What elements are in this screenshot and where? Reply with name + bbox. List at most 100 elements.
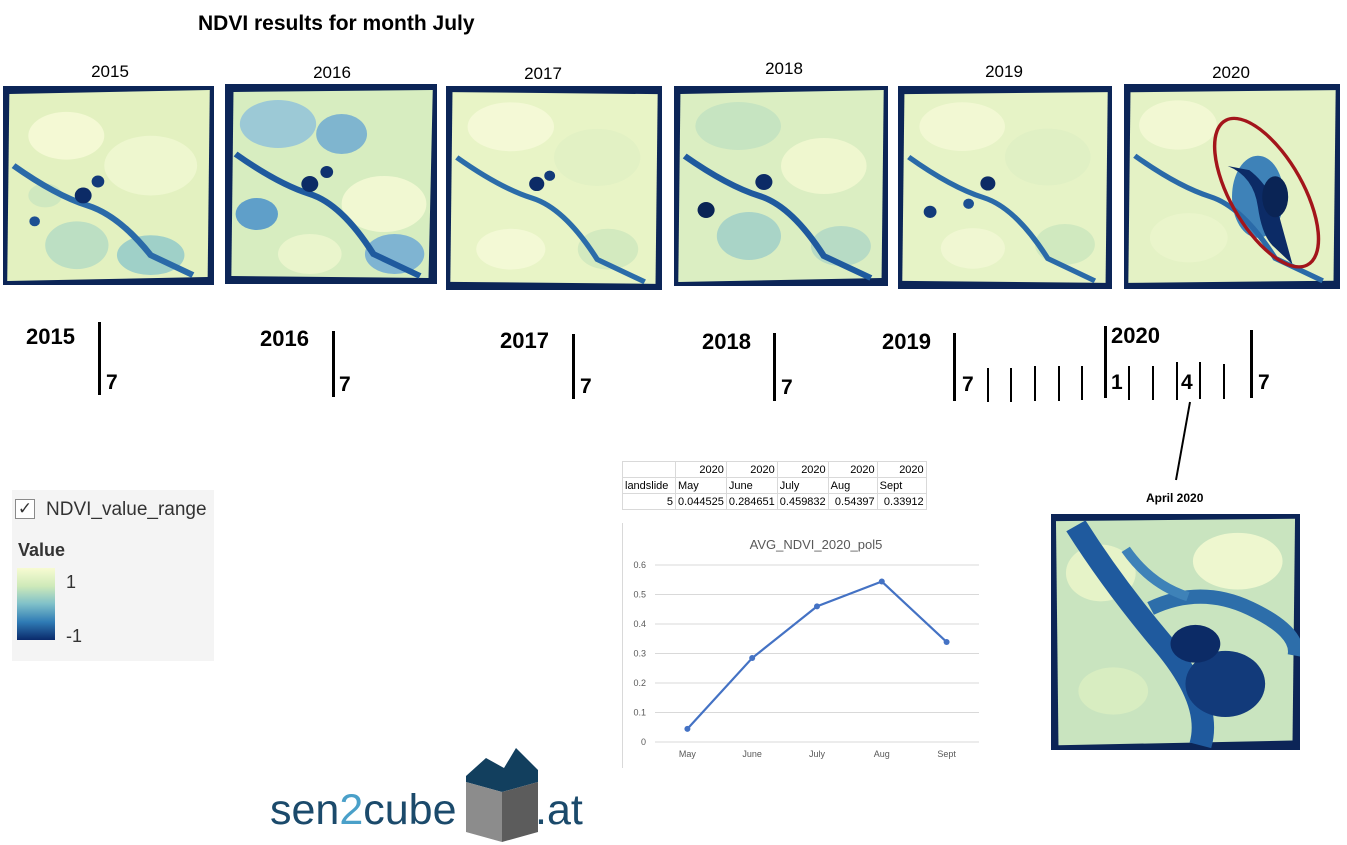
legend-header: Value bbox=[18, 540, 66, 560]
y-tick-label: 0.6 bbox=[633, 560, 646, 570]
inset-connector-line bbox=[1175, 401, 1191, 481]
x-tick-label: June bbox=[742, 749, 762, 759]
y-tick-label: 0.5 bbox=[633, 590, 646, 600]
table-cell: May bbox=[675, 477, 727, 494]
x-tick-label: Aug bbox=[874, 749, 890, 759]
layer-visibility-checkbox[interactable]: ✓ bbox=[15, 499, 35, 519]
map-year-label: 2015 bbox=[91, 62, 129, 81]
table-cell: 0.044525 bbox=[675, 493, 727, 510]
y-tick-label: 0.1 bbox=[633, 708, 646, 718]
timeline-tick bbox=[332, 331, 335, 397]
table-cell: 2020 bbox=[725, 461, 778, 478]
y-tick-label: 0.3 bbox=[633, 649, 646, 659]
data-point bbox=[878, 578, 885, 585]
timeline-month-label: 7 bbox=[339, 373, 351, 396]
timeline-tick bbox=[953, 333, 956, 401]
timeline-tick bbox=[1104, 326, 1107, 398]
y-tick-label: 0 bbox=[641, 737, 646, 747]
table-row: 2020 2020 2020 2020 2020 bbox=[622, 461, 927, 478]
x-tick-label: Sept bbox=[937, 749, 956, 759]
timeline-tick bbox=[98, 322, 101, 395]
table-row: 5 0.044525 0.284651 0.459832 0.54397 0.3… bbox=[622, 493, 927, 510]
chart-svg: AVG_NDVI_2020_pol5 0 0.1 0.2 0.3 0.4 0.5 0.6 Ma… bbox=[633, 537, 979, 759]
table-cell: landslide bbox=[622, 477, 676, 494]
timeline-tick bbox=[1250, 330, 1253, 398]
x-tick-label: May bbox=[679, 749, 697, 759]
timeline-minor-tick bbox=[1176, 362, 1178, 400]
table-cell: Sept bbox=[876, 477, 927, 494]
ndvi-map-2015 bbox=[3, 86, 214, 285]
chart-title: AVG_NDVI_2020_pol5 bbox=[750, 537, 883, 552]
legend-panel: ✓ NDVI_value_range Value 1 -1 bbox=[12, 490, 214, 661]
table-cell bbox=[622, 461, 676, 478]
timeline-tick bbox=[773, 333, 776, 401]
legend-layer-name: NDVI_value_range bbox=[46, 499, 207, 520]
table-cell: June bbox=[725, 477, 778, 494]
timeline-minor-tick bbox=[1199, 362, 1201, 399]
map-year-label: 2016 bbox=[313, 63, 351, 82]
timeline-minor-tick bbox=[1128, 366, 1130, 400]
timeline-minor-tick bbox=[1152, 366, 1154, 400]
timeline-minor-tick bbox=[1058, 366, 1060, 401]
table-cell: 0.284651 bbox=[725, 493, 778, 510]
map-year-label: 2020 bbox=[1212, 63, 1250, 82]
legend-min-label: -1 bbox=[66, 626, 83, 646]
data-table: 2020 2020 2020 2020 2020 landslide May J… bbox=[622, 461, 980, 521]
map-year-label: 2018 bbox=[765, 59, 803, 78]
table-cell: 0.459832 bbox=[776, 493, 829, 510]
ndvi-map-2019 bbox=[898, 86, 1112, 289]
timeline-minor-tick bbox=[1034, 366, 1036, 401]
data-point bbox=[943, 638, 950, 645]
timeline-tick bbox=[572, 334, 575, 399]
timeline-minor-tick bbox=[1081, 366, 1083, 400]
timeline-month-label: 1 bbox=[1111, 371, 1123, 394]
timeline-year-2016: 2016 bbox=[260, 326, 309, 351]
logo-text-right: .at bbox=[535, 786, 583, 834]
legend-max-label: 1 bbox=[66, 572, 77, 592]
timeline-minor-tick bbox=[987, 368, 989, 402]
inset-label: April 2020 bbox=[1146, 491, 1204, 505]
ndvi-map-2016 bbox=[225, 84, 437, 284]
map-year-label: 2017 bbox=[524, 64, 562, 83]
table-cell: July bbox=[776, 477, 829, 494]
data-point bbox=[749, 655, 756, 662]
timeline-year-2019: 2019 bbox=[882, 329, 931, 354]
timeline-month-label: 4 bbox=[1181, 371, 1193, 394]
ndvi-map-2017 bbox=[446, 86, 662, 290]
landslide-highlight-ellipse bbox=[1212, 116, 1321, 269]
table-cell: 2020 bbox=[827, 461, 878, 478]
timeline-minor-tick bbox=[1010, 368, 1012, 402]
table-cell: 2020 bbox=[876, 461, 927, 478]
timeline-month-label: 7 bbox=[580, 375, 592, 398]
table-cell: Aug bbox=[827, 477, 878, 494]
logo-text-left: sen2cube bbox=[270, 786, 457, 834]
data-point bbox=[684, 725, 691, 732]
legend-color-ramp bbox=[17, 568, 55, 640]
timeline-month-label: 7 bbox=[106, 371, 118, 394]
line-chart: AVG_NDVI_2020_pol5 0 0.1 0.2 0.3 0.4 0.5 0.6 Ma… bbox=[622, 523, 981, 768]
timeline-year-2017: 2017 bbox=[500, 328, 549, 353]
x-tick-label: July bbox=[809, 749, 826, 759]
page-title: NDVI results for month July bbox=[198, 12, 475, 35]
timeline-minor-tick bbox=[1223, 364, 1225, 399]
timeline-year-2020: 2020 bbox=[1111, 323, 1160, 348]
data-point bbox=[814, 603, 820, 610]
ndvi-map-april-2020 bbox=[1051, 514, 1300, 750]
timeline-year-2015: 2015 bbox=[26, 324, 75, 349]
table-cell: 5 bbox=[622, 493, 676, 510]
table-cell: 2020 bbox=[675, 461, 727, 478]
ndvi-map-2018 bbox=[674, 86, 888, 286]
timeline-month-label: 7 bbox=[962, 373, 974, 396]
y-tick-label: 0.4 bbox=[633, 619, 646, 629]
timeline-month-label: 7 bbox=[781, 376, 793, 399]
y-tick-label: 0.2 bbox=[633, 678, 646, 688]
table-cell: 0.54397 bbox=[827, 493, 878, 510]
table-cell: 0.33912 bbox=[876, 493, 927, 510]
table-cell: 2020 bbox=[776, 461, 829, 478]
timeline-month-label: 7 bbox=[1258, 371, 1270, 394]
timeline-year-2018: 2018 bbox=[702, 329, 751, 354]
ndvi-map-2020 bbox=[1124, 84, 1340, 289]
cube-house-icon bbox=[466, 748, 538, 842]
map-year-label: 2019 bbox=[985, 62, 1023, 81]
table-row: landslide May June July Aug Sept bbox=[622, 477, 927, 494]
